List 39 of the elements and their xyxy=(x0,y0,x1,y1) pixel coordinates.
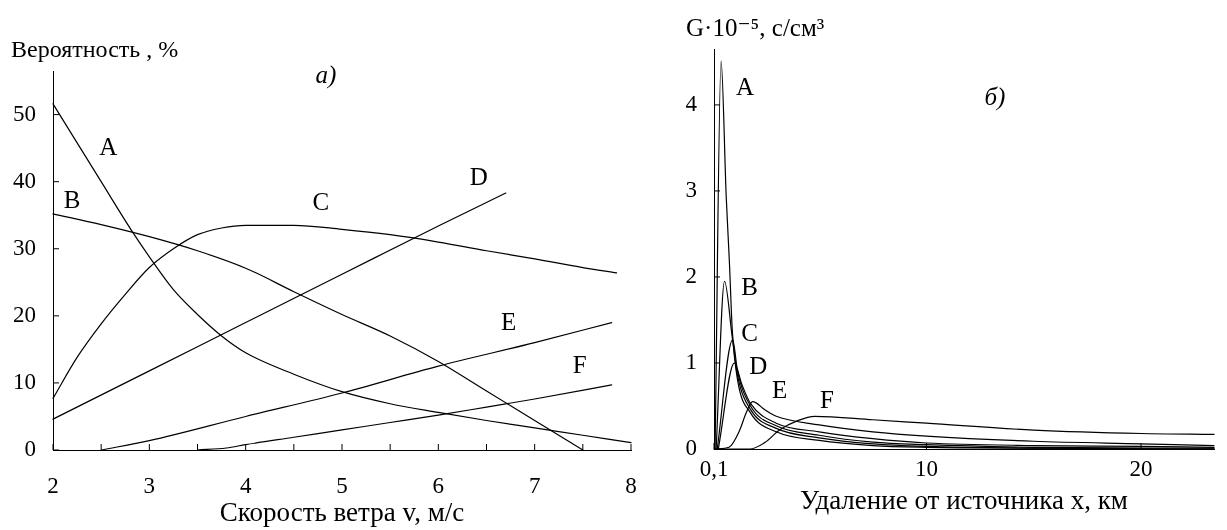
y-tick-label: 3 xyxy=(685,176,697,202)
x-tick-label: 10 xyxy=(914,455,938,481)
series-label: F xyxy=(572,351,587,379)
y-axis-title: Вероятность , % xyxy=(11,36,179,63)
annotation: б) xyxy=(984,82,1006,111)
y-tick-label: 4 xyxy=(685,90,698,116)
x-tick-label: 4 xyxy=(239,472,252,498)
y-tick-label: 0 xyxy=(685,435,697,461)
series-label: E xyxy=(501,308,517,336)
y-tick-label: 30 xyxy=(13,234,36,260)
y-tick-label: 50 xyxy=(13,100,36,126)
x-axis-title: Удаление от источника x, км xyxy=(800,484,1128,515)
y-tick-label: 10 xyxy=(13,368,36,394)
annotation: а) xyxy=(315,60,337,89)
y-tick-label: 20 xyxy=(13,301,36,327)
x-tick-label: 8 xyxy=(625,472,637,498)
x-tick-label: 3 xyxy=(143,472,156,498)
series-label: A xyxy=(736,72,755,100)
x-tick-label: 20 xyxy=(1129,455,1153,481)
series-label: B xyxy=(741,272,758,300)
x-tick-label: 6 xyxy=(432,472,445,498)
y-tick-label: 40 xyxy=(13,167,36,193)
y-axis-title: G·10⁻⁵, с/см³ xyxy=(686,13,825,41)
x-tick-label: 7 xyxy=(528,472,541,498)
series-label: D xyxy=(469,162,488,190)
x-axis-title: Скорость ветра v, м/с xyxy=(219,496,465,527)
x-tick-label: 2 xyxy=(47,472,59,498)
series-label: D xyxy=(749,351,768,379)
series-label: E xyxy=(771,376,788,404)
y-tick-label: 2 xyxy=(685,263,697,288)
series-label: C xyxy=(312,187,330,215)
series-label: A xyxy=(99,133,118,161)
series-label: C xyxy=(741,319,759,347)
y-tick-label: 1 xyxy=(685,349,697,375)
y-tick-label: 0 xyxy=(24,436,36,462)
x-tick-label: 0,1 xyxy=(699,455,729,481)
series-label: F xyxy=(819,385,834,413)
series-label: B xyxy=(63,186,81,214)
x-tick-label: 5 xyxy=(336,472,348,498)
